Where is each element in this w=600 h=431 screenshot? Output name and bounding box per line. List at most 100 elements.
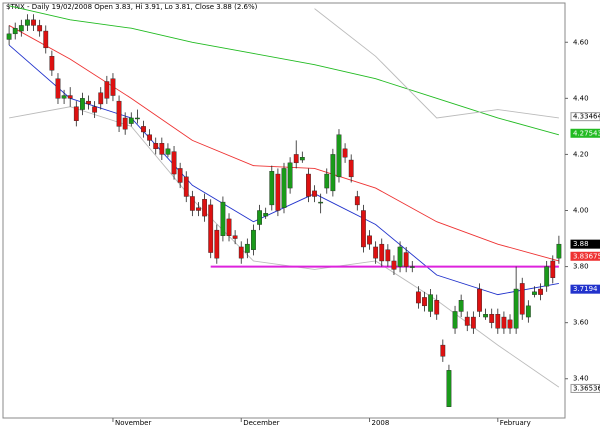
candle-body <box>25 19 30 26</box>
candle-body <box>98 92 104 105</box>
candle-body <box>49 56 55 71</box>
candle-body <box>379 243 385 262</box>
candle-body <box>446 370 452 407</box>
candle-body <box>373 246 379 259</box>
candle-body <box>538 288 543 295</box>
candle-body <box>104 81 110 99</box>
candle-body <box>440 344 446 357</box>
candle-body <box>513 288 519 329</box>
candle-body <box>287 162 293 189</box>
candle-body <box>122 117 128 130</box>
candle-body <box>483 314 488 318</box>
candle-body <box>67 95 73 99</box>
last-value-box <box>570 284 600 294</box>
candle-body <box>183 176 189 197</box>
candle-body <box>367 235 372 245</box>
candle-body <box>269 171 275 206</box>
last-value-box <box>570 383 600 393</box>
candle-body <box>281 168 287 208</box>
last-value-box <box>570 112 600 122</box>
candle-body <box>556 243 562 259</box>
y-tick-label: 4.60 <box>573 38 589 46</box>
candle-body <box>189 196 195 211</box>
candle-body <box>92 106 98 113</box>
candle-body <box>458 300 464 312</box>
indicator-line <box>314 8 559 119</box>
last-value-label: 4.27543 <box>573 129 600 137</box>
candle-body <box>550 260 556 278</box>
candle-body <box>226 218 232 236</box>
candle-body <box>519 283 525 315</box>
candle-body <box>202 199 207 217</box>
candle-body <box>422 297 427 307</box>
candle-body <box>257 210 262 225</box>
candle-body <box>86 100 91 105</box>
candle-body <box>342 148 348 158</box>
y-tick-label: 4.00 <box>573 207 589 215</box>
indicator-line <box>9 5 560 136</box>
x-tick-label: February <box>500 419 531 427</box>
x-tick-label: December <box>243 419 279 427</box>
candle-body <box>415 291 421 304</box>
candle-body <box>464 316 470 326</box>
candle-body <box>31 19 36 26</box>
candle-body <box>263 213 269 217</box>
candle-body <box>159 143 165 155</box>
last-value-box <box>570 239 600 249</box>
x-tick-label: 2008 <box>372 419 390 427</box>
candle-body <box>275 173 281 211</box>
last-value-box <box>570 251 600 261</box>
candle-body <box>232 235 238 239</box>
candle-body <box>354 196 360 206</box>
candle-body <box>409 266 415 268</box>
x-tick-label: November <box>115 419 152 427</box>
candle-body <box>324 173 330 189</box>
candle-body <box>495 314 501 329</box>
y-tick-label: 3.40 <box>573 375 589 383</box>
candle-body <box>116 100 122 127</box>
candle-body <box>318 201 324 204</box>
candle-body <box>110 78 116 96</box>
last-value-label: 3.83675 <box>573 252 600 260</box>
candle-body <box>391 260 397 270</box>
candle-body <box>434 300 440 315</box>
candle-body <box>330 154 336 192</box>
candle-body <box>61 95 67 99</box>
last-value-box <box>570 128 600 138</box>
candle-body <box>507 319 513 329</box>
candle-body <box>244 243 250 253</box>
candle-body <box>532 291 537 295</box>
candle-body <box>397 246 403 267</box>
candle-body <box>165 148 171 155</box>
y-tick-label: 3.80 <box>573 263 589 271</box>
candle-body <box>141 126 146 133</box>
y-tick-label: 3.60 <box>573 319 589 327</box>
candle-body <box>501 316 507 329</box>
y-tick-label: 4.40 <box>573 94 589 102</box>
candle-body <box>299 157 305 161</box>
chart-title: $TNX - Daily 19/02/2008 Open 3.83, Hi 3.… <box>6 3 258 11</box>
candle-body <box>238 246 244 259</box>
candle-body <box>470 316 476 329</box>
candle-body <box>128 117 134 124</box>
candle-body <box>12 28 18 35</box>
candle-body <box>477 288 482 312</box>
candle-body <box>251 229 256 250</box>
candle-body <box>306 173 311 197</box>
candle-body <box>489 314 495 323</box>
candle-body <box>18 25 24 32</box>
candle-body <box>55 78 61 99</box>
candle-body <box>134 117 140 120</box>
y-tick-label: 4.20 <box>573 150 589 158</box>
candle-body <box>73 106 79 121</box>
candle-body <box>214 229 220 259</box>
candle-body <box>177 168 183 183</box>
candle-body <box>312 190 317 197</box>
candle-body <box>403 252 409 267</box>
candle-body <box>452 311 458 329</box>
last-value-label: 3.88 <box>573 240 589 248</box>
candle-body <box>336 134 342 178</box>
candle-body <box>293 154 299 164</box>
candle-body <box>220 201 226 236</box>
